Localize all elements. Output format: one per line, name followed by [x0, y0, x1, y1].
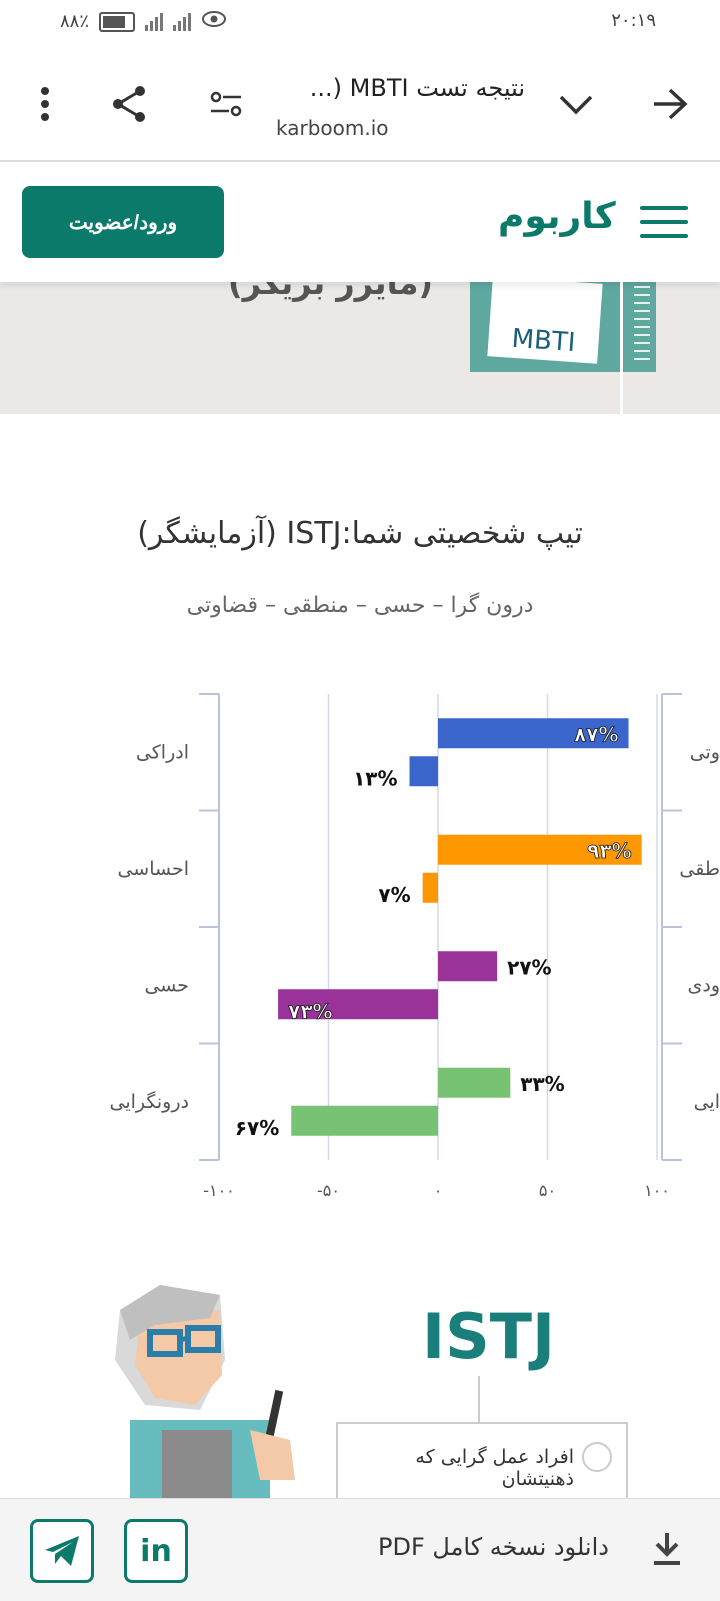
hamburger-menu-icon[interactable]	[640, 206, 688, 248]
x-tick-label: -۱۰۰	[203, 1181, 235, 1200]
linkedin-icon: in	[140, 1533, 172, 1569]
category-label-left: احساسی	[117, 858, 189, 880]
x-tick-label: ۱۰۰	[644, 1181, 670, 1200]
category-label-right: ودی	[687, 974, 720, 996]
istj-heading: ISTJ	[422, 1300, 556, 1373]
share-icon[interactable]	[108, 82, 152, 126]
character-illustration	[100, 1280, 310, 1510]
banner-partial-text: (مایرز بریگز)	[228, 282, 434, 302]
category-label-right: وتی	[690, 741, 720, 763]
value-label-negative: ۶۷%	[235, 1116, 279, 1140]
send-icon	[45, 1536, 79, 1566]
category-label-right: طقی	[679, 858, 720, 880]
value-label-negative: ۱۳%	[353, 766, 397, 790]
telegram-share-button[interactable]	[30, 1519, 94, 1583]
bar-positive	[438, 951, 498, 982]
battery-icon	[99, 11, 136, 32]
status-bar: ۸۸٪ ۲۰:۱۹	[0, 0, 720, 44]
value-label-positive: ۳۳%	[520, 1072, 564, 1096]
bar-positive	[438, 1067, 511, 1098]
signal-2-icon	[173, 12, 192, 31]
result-subtitle: درون گرا – حسی – منطقی – قضاوتی	[186, 593, 534, 618]
bar-negative	[291, 1105, 438, 1136]
value-label-positive: ۲۷%	[507, 955, 551, 979]
leaf-icon	[582, 1442, 612, 1472]
bar-negative	[278, 989, 438, 1020]
bottom-action-bar: in دانلود نسخه کامل PDF	[0, 1498, 720, 1601]
browser-toolbar: نتیجه تست MBTI (... karboom.io	[0, 44, 720, 162]
chevron-down-icon[interactable]	[556, 88, 596, 122]
more-vert-icon[interactable]	[30, 84, 60, 124]
eye-icon	[201, 10, 227, 33]
download-pdf-link[interactable]: دانلود نسخه کامل PDF	[378, 1533, 609, 1561]
clock: ۲۰:۱۹	[611, 10, 656, 31]
value-label-positive: ۹۳%	[587, 839, 631, 863]
value-label-positive: ۸۷%	[574, 722, 618, 746]
x-tick-label: -۵۰	[317, 1181, 340, 1200]
url-text[interactable]: karboom.io	[276, 116, 389, 140]
signal-icon	[145, 12, 164, 31]
x-tick-label: ۰	[434, 1181, 443, 1200]
forward-arrow-icon[interactable]	[650, 84, 690, 124]
personality-chart: -۱۰۰ -۵۰ ۰ ۵۰ ۱۰۰ ۸۷% ۱۳% ادراکی وتی ۹۳% ۷% احساسی ط…	[110, 693, 720, 1200]
linkedin-share-button[interactable]: in	[124, 1519, 188, 1583]
site-logo[interactable]: کاربوم	[498, 196, 616, 237]
site-header: ورود/عضویت کاربوم	[0, 162, 720, 282]
category-label-left: حسی	[144, 974, 189, 996]
hero-banner: (مایرز بریگز) MBTI	[0, 282, 720, 414]
mbti-badge: MBTI	[487, 282, 603, 364]
ruler-icon	[634, 282, 650, 362]
value-label-negative: ۷۳%	[288, 999, 332, 1023]
bar-positive	[438, 834, 642, 865]
page-settings-icon[interactable]	[206, 86, 246, 122]
result-title: تیپ شخصیتی شما:ISTJ (آزمایشگر)	[137, 516, 583, 551]
mbti-illustration: MBTI	[470, 282, 656, 372]
battery-percent: ۸۸٪	[60, 11, 90, 32]
value-label-negative: ۷%	[378, 883, 410, 907]
x-tick-label: ۵۰	[539, 1181, 556, 1200]
category-label-left: درونگرایی	[110, 1090, 189, 1113]
login-button[interactable]: ورود/عضویت	[22, 186, 224, 258]
description-text: افراد عمل گرایی که ذهنیتشان	[415, 1446, 574, 1490]
download-icon[interactable]	[650, 1529, 684, 1569]
bar-positive	[438, 718, 629, 749]
category-label-left: ادراکی	[136, 741, 189, 763]
category-label-right: ایی	[694, 1091, 720, 1113]
bar-negative	[422, 872, 438, 903]
bar-negative	[409, 756, 438, 787]
page-title[interactable]: نتیجه تست MBTI (...	[309, 74, 525, 102]
